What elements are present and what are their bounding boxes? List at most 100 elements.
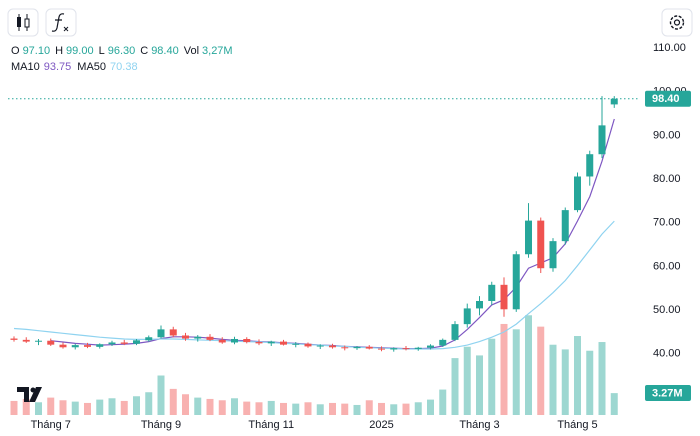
volume-bar [549, 344, 557, 415]
candle-body [512, 254, 520, 310]
x-tick-label: Tháng 7 [31, 419, 71, 431]
volume-bar [267, 400, 275, 415]
volume-bar [512, 329, 520, 415]
candle-type-button[interactable] [7, 8, 39, 37]
y-tick-label: 40.00 [653, 348, 681, 360]
volume-bar [365, 400, 373, 415]
candle-body [341, 347, 349, 349]
y-tick-label: 110.00 [653, 42, 686, 54]
candle-body [47, 340, 55, 345]
toolbar [7, 8, 693, 37]
volume-bar [414, 402, 422, 415]
x-tick-label: Tháng 9 [141, 419, 181, 431]
volume-bar [292, 403, 300, 415]
y-tick-label: 50.00 [653, 304, 681, 316]
settings-button[interactable] [661, 8, 693, 37]
volume-bar [525, 315, 532, 415]
candle-body [194, 336, 202, 339]
candle-body [414, 347, 422, 350]
volume-bar [194, 397, 202, 415]
volume-bar [231, 398, 238, 415]
legend-label: L [99, 45, 105, 57]
volume-bar [353, 404, 361, 415]
volume-bar [47, 397, 55, 415]
candle-body [316, 345, 324, 347]
volume-bar [439, 389, 447, 415]
volume-bar [35, 402, 42, 415]
y-tick-label: 80.00 [653, 173, 681, 185]
y-tick-label: 70.00 [653, 217, 681, 229]
legend-value: 97.10 [23, 45, 51, 57]
legend-value: 96.30 [108, 45, 136, 57]
legend-value: 3,27M [202, 45, 233, 57]
indicators-button[interactable] [45, 8, 77, 37]
candle-body [463, 308, 471, 325]
candle-body [525, 220, 532, 255]
candle-body [378, 348, 385, 350]
candle-body [537, 220, 545, 269]
x-tick-label: Tháng 11 [248, 419, 294, 431]
volume-bar [206, 398, 214, 415]
volume-bar [96, 399, 104, 415]
candle-body [145, 337, 153, 341]
candle-body [390, 348, 398, 350]
legend-value: 98.40 [151, 45, 179, 57]
candle-body [206, 336, 214, 340]
x-tick-label: Tháng 5 [557, 419, 597, 431]
volume-bar [586, 350, 594, 415]
candle-body [427, 345, 434, 348]
volume-bar [390, 404, 398, 415]
candle-body [329, 345, 336, 348]
volume-bar [341, 403, 349, 415]
candle-body [439, 339, 447, 346]
candle-body [267, 341, 275, 344]
volume-bar [84, 402, 91, 415]
volume-bar [537, 326, 545, 415]
volume-bar [133, 396, 140, 415]
y-tick-label: 90.00 [653, 129, 681, 141]
volume-bar [378, 402, 385, 415]
volume-bar [561, 349, 569, 415]
volume-bar [10, 400, 18, 415]
candle-body [304, 343, 312, 347]
volume-bar [169, 388, 177, 415]
volume-bar [304, 402, 312, 415]
legend-label: H [55, 45, 63, 57]
volume-bar [59, 400, 67, 415]
last-price-label: 98.40 [652, 93, 680, 105]
candle-body [84, 345, 91, 347]
last-price-box [645, 90, 691, 107]
legend-label: O [11, 45, 20, 57]
volume-bar [427, 399, 434, 415]
volume-bar [476, 355, 483, 415]
candle-body [365, 346, 373, 349]
candle-body [586, 154, 594, 177]
last-volume-label: 3.27M [652, 387, 683, 399]
candle-body [218, 339, 226, 343]
volume-bar [255, 402, 263, 415]
legend: O 97.10 H 99.00 L 96.30 C 98.40 Vol 3,27M MA10 93.7… [11, 45, 233, 73]
moving-average-line [13, 220, 615, 350]
candle-body [476, 300, 483, 309]
volume-bar [108, 398, 116, 415]
candle-body [598, 125, 606, 155]
volume-bar [463, 346, 471, 415]
y-tick-label: 60.00 [653, 260, 681, 272]
candle-body [59, 344, 67, 348]
volume-bar [243, 401, 251, 415]
candle-body [133, 340, 140, 344]
logo [17, 387, 42, 402]
candle-body [451, 324, 459, 340]
volume-bar [402, 403, 410, 415]
legend-label: MA10 [11, 61, 40, 73]
candle-body [22, 339, 30, 342]
candle-body [488, 284, 496, 301]
candle-body [255, 342, 263, 344]
candle-body [500, 284, 508, 310]
legend-label: MA50 [77, 61, 106, 73]
volume-bar [22, 398, 30, 415]
candle-body [120, 342, 128, 344]
legend-value: 70.38 [110, 61, 138, 73]
candle-body [157, 329, 165, 338]
